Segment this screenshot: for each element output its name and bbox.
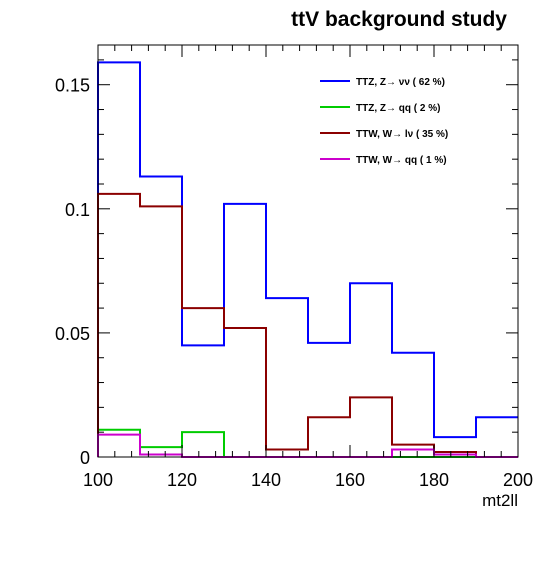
x-tick-label: 180: [419, 470, 449, 490]
legend-label-1: TTZ, Z→ qq ( 2 %): [356, 103, 440, 114]
x-tick-label: 100: [83, 470, 113, 490]
x-tick-label: 200: [503, 470, 533, 490]
y-tick-label: 0.05: [55, 324, 90, 344]
legend-label-0: TTZ, Z→ νν ( 62 %): [356, 77, 445, 88]
legend-label-3: TTW, W→ qq ( 1 %): [356, 155, 447, 166]
x-tick-label: 120: [167, 470, 197, 490]
legend-label-2: TTW, W→ lν ( 35 %): [356, 129, 448, 140]
x-axis-title: mt2ll: [482, 491, 518, 510]
x-tick-label: 160: [335, 470, 365, 490]
chart-title: ttV background study: [291, 8, 507, 31]
x-tick-label: 140: [251, 470, 281, 490]
plot-frame: [97, 44, 519, 458]
y-tick-label: 0: [80, 448, 90, 468]
legend: TTZ, Z→ νν ( 62 %) TTZ, Z→ qq ( 2 %) TTW, …: [320, 77, 448, 166]
y-tick-label: 0.15: [55, 76, 90, 96]
tick-layer: 100 120 140 160 180 200 0 0.05 0.1 0.15: [55, 45, 533, 490]
y-tick-label: 0.1: [65, 200, 90, 220]
series-line-0: [97, 61, 518, 457]
